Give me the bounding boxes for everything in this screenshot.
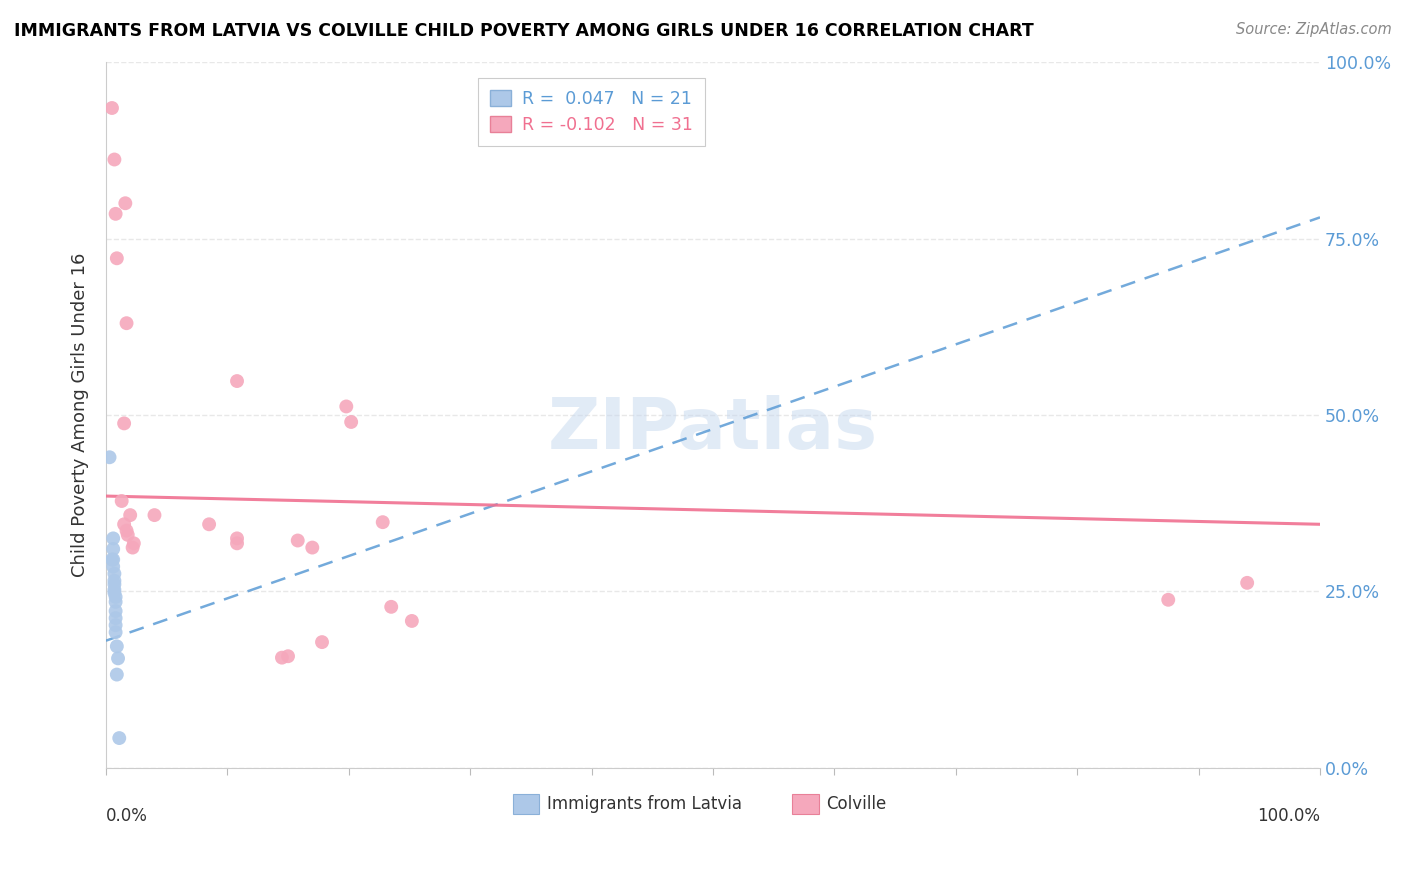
Text: 0.0%: 0.0%	[105, 806, 148, 824]
Point	[104, 604, 127, 618]
Point	[107, 651, 129, 665]
Point	[103, 585, 125, 599]
Bar	[792, 794, 818, 814]
Point	[143, 508, 166, 522]
Point	[104, 595, 127, 609]
Text: ZIPatlas: ZIPatlas	[548, 394, 877, 464]
Point	[198, 517, 221, 532]
Point	[271, 650, 294, 665]
Bar	[513, 794, 540, 814]
Point	[103, 153, 125, 167]
Point	[117, 528, 139, 542]
Point	[226, 532, 249, 546]
Point	[103, 577, 125, 591]
Point	[112, 517, 135, 532]
Point	[335, 400, 357, 414]
Point	[103, 566, 125, 581]
Point	[1236, 575, 1258, 590]
Point	[104, 618, 127, 632]
Y-axis label: Child Poverty Among Girls Under 16: Child Poverty Among Girls Under 16	[72, 252, 89, 577]
Point	[104, 611, 127, 625]
Point	[111, 494, 134, 508]
Text: Colville: Colville	[825, 796, 886, 814]
Point	[287, 533, 309, 548]
Point	[311, 635, 333, 649]
Text: Source: ZipAtlas.com: Source: ZipAtlas.com	[1236, 22, 1392, 37]
Point	[103, 532, 125, 546]
Point	[371, 515, 394, 529]
Point	[121, 541, 143, 555]
Point	[120, 508, 142, 522]
Point	[277, 649, 299, 664]
Point	[380, 599, 402, 614]
Point	[114, 196, 136, 211]
Point	[226, 374, 249, 388]
Point	[103, 552, 125, 566]
Point	[104, 207, 127, 221]
Point	[112, 417, 135, 431]
Point	[401, 614, 423, 628]
Point	[103, 541, 125, 556]
Point	[115, 316, 138, 330]
Point	[1157, 592, 1180, 607]
Point	[105, 640, 128, 654]
Point	[101, 101, 124, 115]
Point	[105, 667, 128, 681]
Point	[108, 731, 131, 745]
Point	[104, 590, 127, 604]
Text: Immigrants from Latvia: Immigrants from Latvia	[547, 796, 741, 814]
Point	[101, 552, 124, 566]
Point	[103, 559, 125, 574]
Point	[301, 541, 323, 555]
Point	[340, 415, 363, 429]
Text: 100.0%: 100.0%	[1257, 806, 1320, 824]
Legend: R =  0.047   N = 21, R = -0.102   N = 31: R = 0.047 N = 21, R = -0.102 N = 31	[478, 78, 704, 146]
Point	[98, 450, 121, 465]
Point	[122, 536, 145, 550]
Point	[115, 524, 138, 538]
Text: IMMIGRANTS FROM LATVIA VS COLVILLE CHILD POVERTY AMONG GIRLS UNDER 16 CORRELATIO: IMMIGRANTS FROM LATVIA VS COLVILLE CHILD…	[14, 22, 1033, 40]
Point	[104, 625, 127, 640]
Point	[226, 536, 249, 550]
Point	[103, 582, 125, 597]
Point	[103, 574, 125, 588]
Point	[105, 252, 128, 266]
